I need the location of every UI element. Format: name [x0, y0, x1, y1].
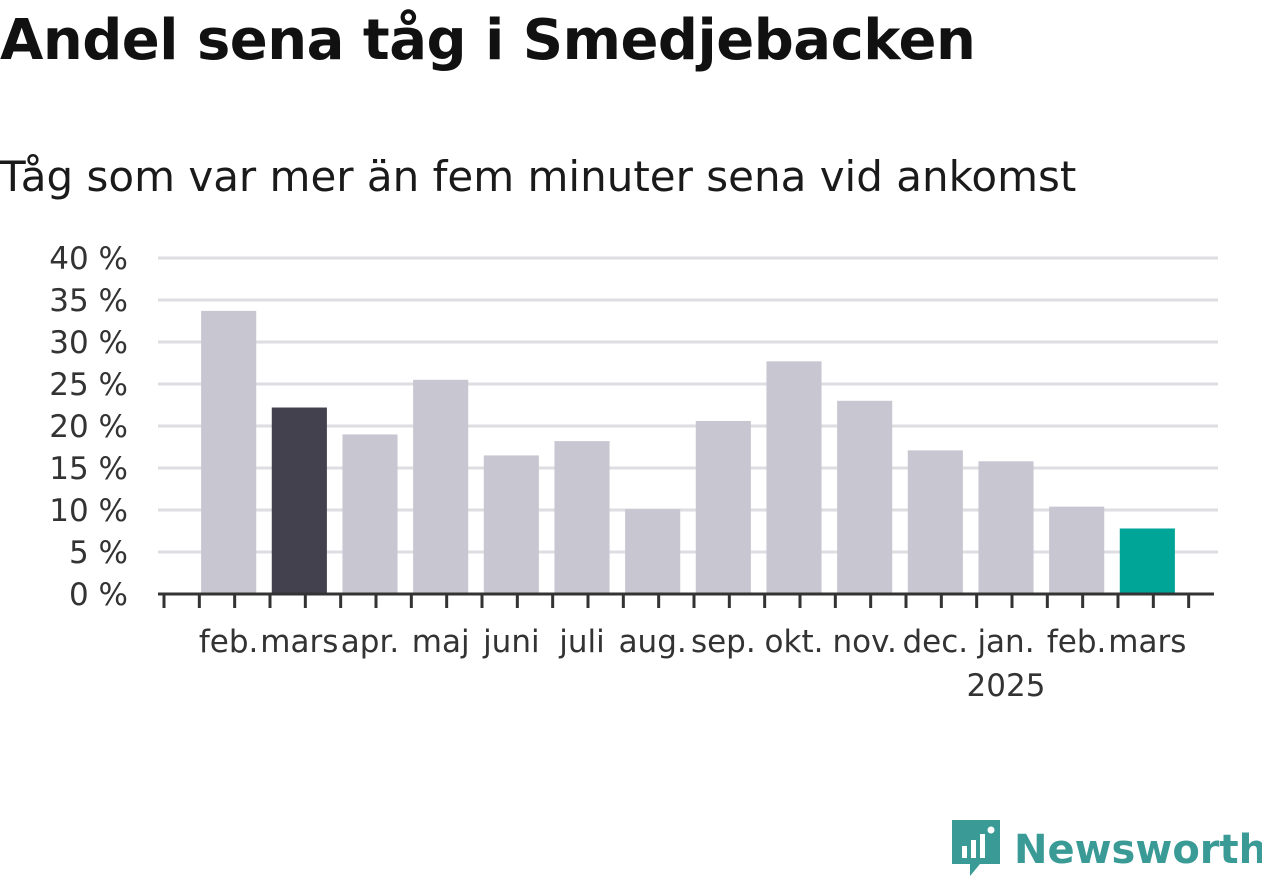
- y-tick-label: 20 %: [49, 409, 128, 445]
- brand-name: Newsworthy: [1014, 827, 1262, 873]
- chart-subtitle: Tåg som var mer än fem minuter sena vid …: [0, 152, 1077, 201]
- bar: [342, 434, 398, 594]
- bar: [695, 420, 751, 594]
- bar: [413, 379, 469, 594]
- x-tick-label: mars: [260, 624, 338, 660]
- y-tick-label: 25 %: [49, 367, 128, 403]
- y-tick-label: 5 %: [69, 535, 128, 571]
- x-tick-label: okt.: [765, 624, 824, 660]
- bar: [978, 461, 1034, 594]
- grid-layer: [158, 256, 1218, 554]
- axis-layer: [158, 592, 1214, 608]
- x-tick-label: aug.: [619, 624, 687, 660]
- y-tick-label: 0 %: [69, 577, 128, 613]
- bar: [625, 509, 681, 594]
- bar: [483, 455, 539, 594]
- x-tick-label: nov.: [832, 624, 896, 660]
- x-tick-label: feb.: [1047, 624, 1107, 660]
- x-tick-label: sep.: [691, 624, 756, 660]
- bars-layer: [201, 310, 1175, 594]
- x-year-label: 2025: [967, 668, 1046, 704]
- bar: [766, 361, 822, 594]
- x-tick-label: jan.: [976, 624, 1034, 660]
- x-tick-label: feb.: [199, 624, 259, 660]
- newsworthy-logo-icon: [950, 818, 1002, 882]
- y-tick-label: 30 %: [49, 325, 128, 361]
- bar: [201, 310, 257, 594]
- bar: [1119, 528, 1175, 594]
- x-tick-label: maj: [412, 624, 470, 660]
- x-tick-label: dec.: [903, 624, 969, 660]
- x-tick-label: mars: [1108, 624, 1186, 660]
- chart-title: Andel sena tåg i Smedjebacken: [0, 8, 976, 73]
- x-tick-label: juni: [482, 624, 540, 660]
- labels-layer: 0 %5 %10 %15 %20 %25 %30 %35 %40 %feb. ma…: [49, 241, 1186, 704]
- x-tick-label: juli: [558, 624, 605, 660]
- y-tick-label: 40 %: [49, 241, 128, 277]
- brand-logo: Newsworthy: [950, 818, 1262, 882]
- x-tick-label: apr.: [341, 624, 399, 660]
- bar: [837, 400, 893, 594]
- bar: [907, 450, 963, 594]
- y-tick-label: 15 %: [49, 451, 128, 487]
- bar: [1049, 506, 1105, 594]
- bar: [554, 441, 610, 594]
- bar: [271, 407, 327, 594]
- y-tick-label: 35 %: [49, 283, 128, 319]
- y-tick-label: 10 %: [49, 493, 128, 529]
